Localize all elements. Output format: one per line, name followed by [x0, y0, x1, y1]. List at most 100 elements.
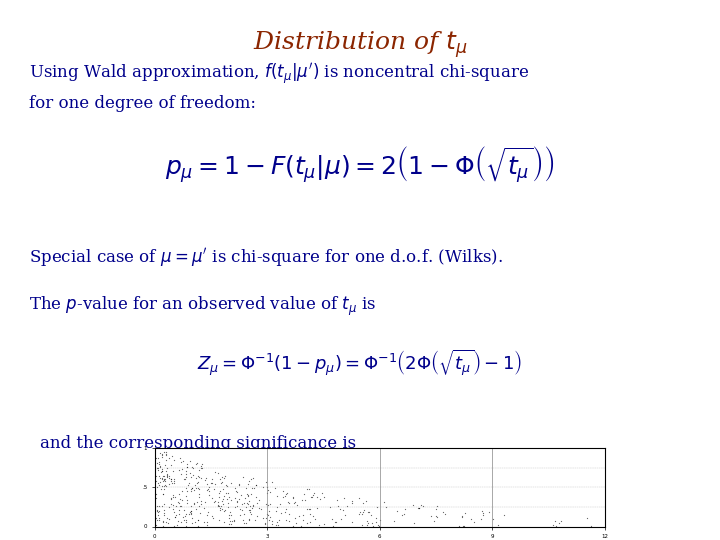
Point — [299, 496, 310, 504]
Point — [158, 511, 169, 519]
Point — [195, 463, 207, 472]
Point — [157, 489, 168, 498]
Point — [222, 503, 233, 511]
Point — [235, 504, 246, 513]
Point — [191, 478, 202, 487]
Point — [271, 492, 283, 501]
Point — [264, 500, 276, 508]
Point — [156, 468, 167, 476]
Point — [159, 461, 171, 470]
Point — [484, 508, 495, 516]
Point — [253, 496, 265, 504]
Point — [307, 491, 319, 500]
Point — [304, 510, 315, 519]
Point — [372, 521, 384, 529]
Point — [263, 511, 274, 519]
Point — [158, 475, 170, 483]
Point — [224, 511, 235, 519]
Point — [477, 509, 489, 517]
Text: Distribution of $t_{\mu}$: Distribution of $t_{\mu}$ — [253, 30, 467, 60]
Point — [179, 516, 190, 524]
Point — [196, 460, 207, 469]
Point — [208, 497, 220, 506]
Point — [210, 468, 221, 476]
Point — [158, 484, 170, 493]
Point — [181, 510, 192, 518]
Point — [230, 483, 241, 492]
Point — [549, 517, 561, 526]
Point — [238, 499, 250, 508]
Point — [185, 509, 197, 517]
Point — [184, 507, 196, 516]
Point — [170, 502, 181, 511]
Point — [242, 499, 253, 508]
Point — [217, 505, 228, 514]
Point — [371, 502, 382, 511]
Point — [334, 505, 346, 514]
Point — [225, 520, 236, 529]
Point — [150, 477, 162, 485]
Point — [186, 507, 197, 515]
Point — [498, 511, 510, 519]
Point — [242, 490, 253, 499]
Point — [153, 460, 165, 469]
Point — [220, 505, 231, 514]
Point — [206, 474, 217, 483]
Point — [311, 492, 323, 501]
Point — [297, 516, 309, 524]
Point — [326, 514, 338, 523]
Point — [181, 516, 192, 525]
Point — [279, 492, 291, 501]
Point — [181, 518, 192, 526]
Point — [154, 449, 166, 458]
Point — [288, 498, 300, 507]
Point — [231, 502, 243, 510]
Point — [156, 474, 168, 482]
Point — [167, 467, 179, 476]
Point — [202, 480, 213, 489]
Point — [362, 518, 374, 527]
Point — [188, 486, 199, 495]
Point — [231, 488, 243, 496]
Point — [175, 457, 186, 466]
Point — [151, 483, 163, 491]
Point — [413, 504, 425, 512]
Point — [250, 481, 261, 489]
Point — [158, 521, 169, 530]
Point — [153, 458, 165, 467]
Point — [246, 510, 257, 518]
Point — [313, 521, 325, 530]
Point — [305, 505, 316, 514]
Point — [365, 511, 377, 520]
Point — [298, 490, 310, 498]
Point — [158, 500, 170, 508]
Point — [161, 467, 172, 475]
Point — [216, 477, 228, 486]
Point — [456, 512, 468, 521]
Point — [163, 480, 175, 489]
Point — [154, 462, 166, 471]
Point — [156, 481, 168, 490]
Point — [165, 493, 176, 502]
Point — [231, 497, 243, 505]
Point — [172, 517, 184, 526]
Point — [425, 511, 436, 520]
Point — [431, 502, 443, 511]
Point — [175, 518, 186, 526]
Point — [412, 504, 423, 512]
Point — [173, 499, 184, 508]
Point — [185, 485, 197, 494]
Point — [188, 470, 199, 479]
Point — [280, 516, 292, 525]
Point — [163, 454, 175, 462]
Point — [195, 497, 207, 505]
Point — [150, 515, 161, 523]
Point — [181, 460, 193, 469]
Point — [271, 521, 282, 530]
Point — [218, 491, 230, 500]
Point — [356, 521, 367, 530]
Point — [459, 509, 471, 517]
Point — [201, 485, 212, 494]
Point — [181, 463, 193, 472]
Point — [224, 517, 235, 526]
